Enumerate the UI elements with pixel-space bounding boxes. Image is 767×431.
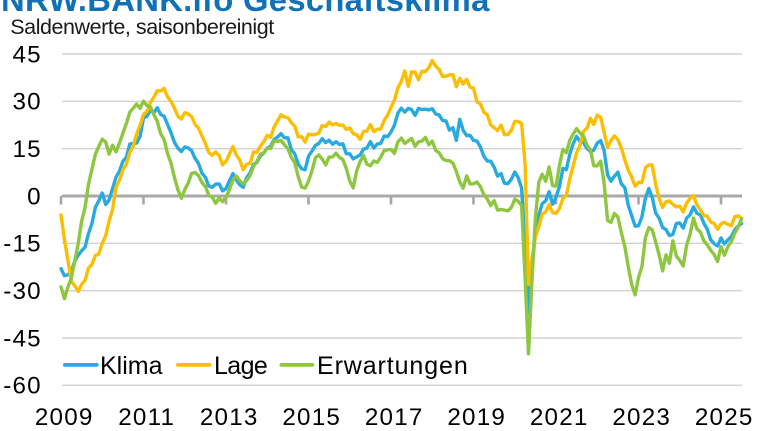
svg-text:0: 0 [27, 183, 42, 210]
svg-text:2019: 2019 [447, 404, 506, 431]
svg-text:2017: 2017 [365, 404, 424, 431]
svg-text:-15: -15 [3, 231, 42, 258]
svg-text:2009: 2009 [35, 404, 94, 431]
svg-text:Erwartungen: Erwartungen [317, 352, 469, 380]
svg-text:-45: -45 [3, 325, 42, 352]
svg-text:2013: 2013 [200, 404, 259, 431]
svg-text:2011: 2011 [118, 404, 175, 431]
svg-text:Lage: Lage [214, 352, 267, 380]
svg-text:2023: 2023 [612, 404, 671, 431]
svg-text:15: 15 [12, 136, 41, 163]
svg-text:Klima: Klima [100, 352, 163, 380]
svg-text:2025: 2025 [695, 404, 754, 431]
svg-text:-60: -60 [3, 373, 42, 400]
svg-text:45: 45 [12, 41, 41, 68]
svg-text:30: 30 [12, 89, 41, 116]
svg-text:-30: -30 [3, 278, 42, 305]
svg-text:2015: 2015 [282, 404, 341, 431]
svg-text:2021: 2021 [530, 404, 589, 431]
